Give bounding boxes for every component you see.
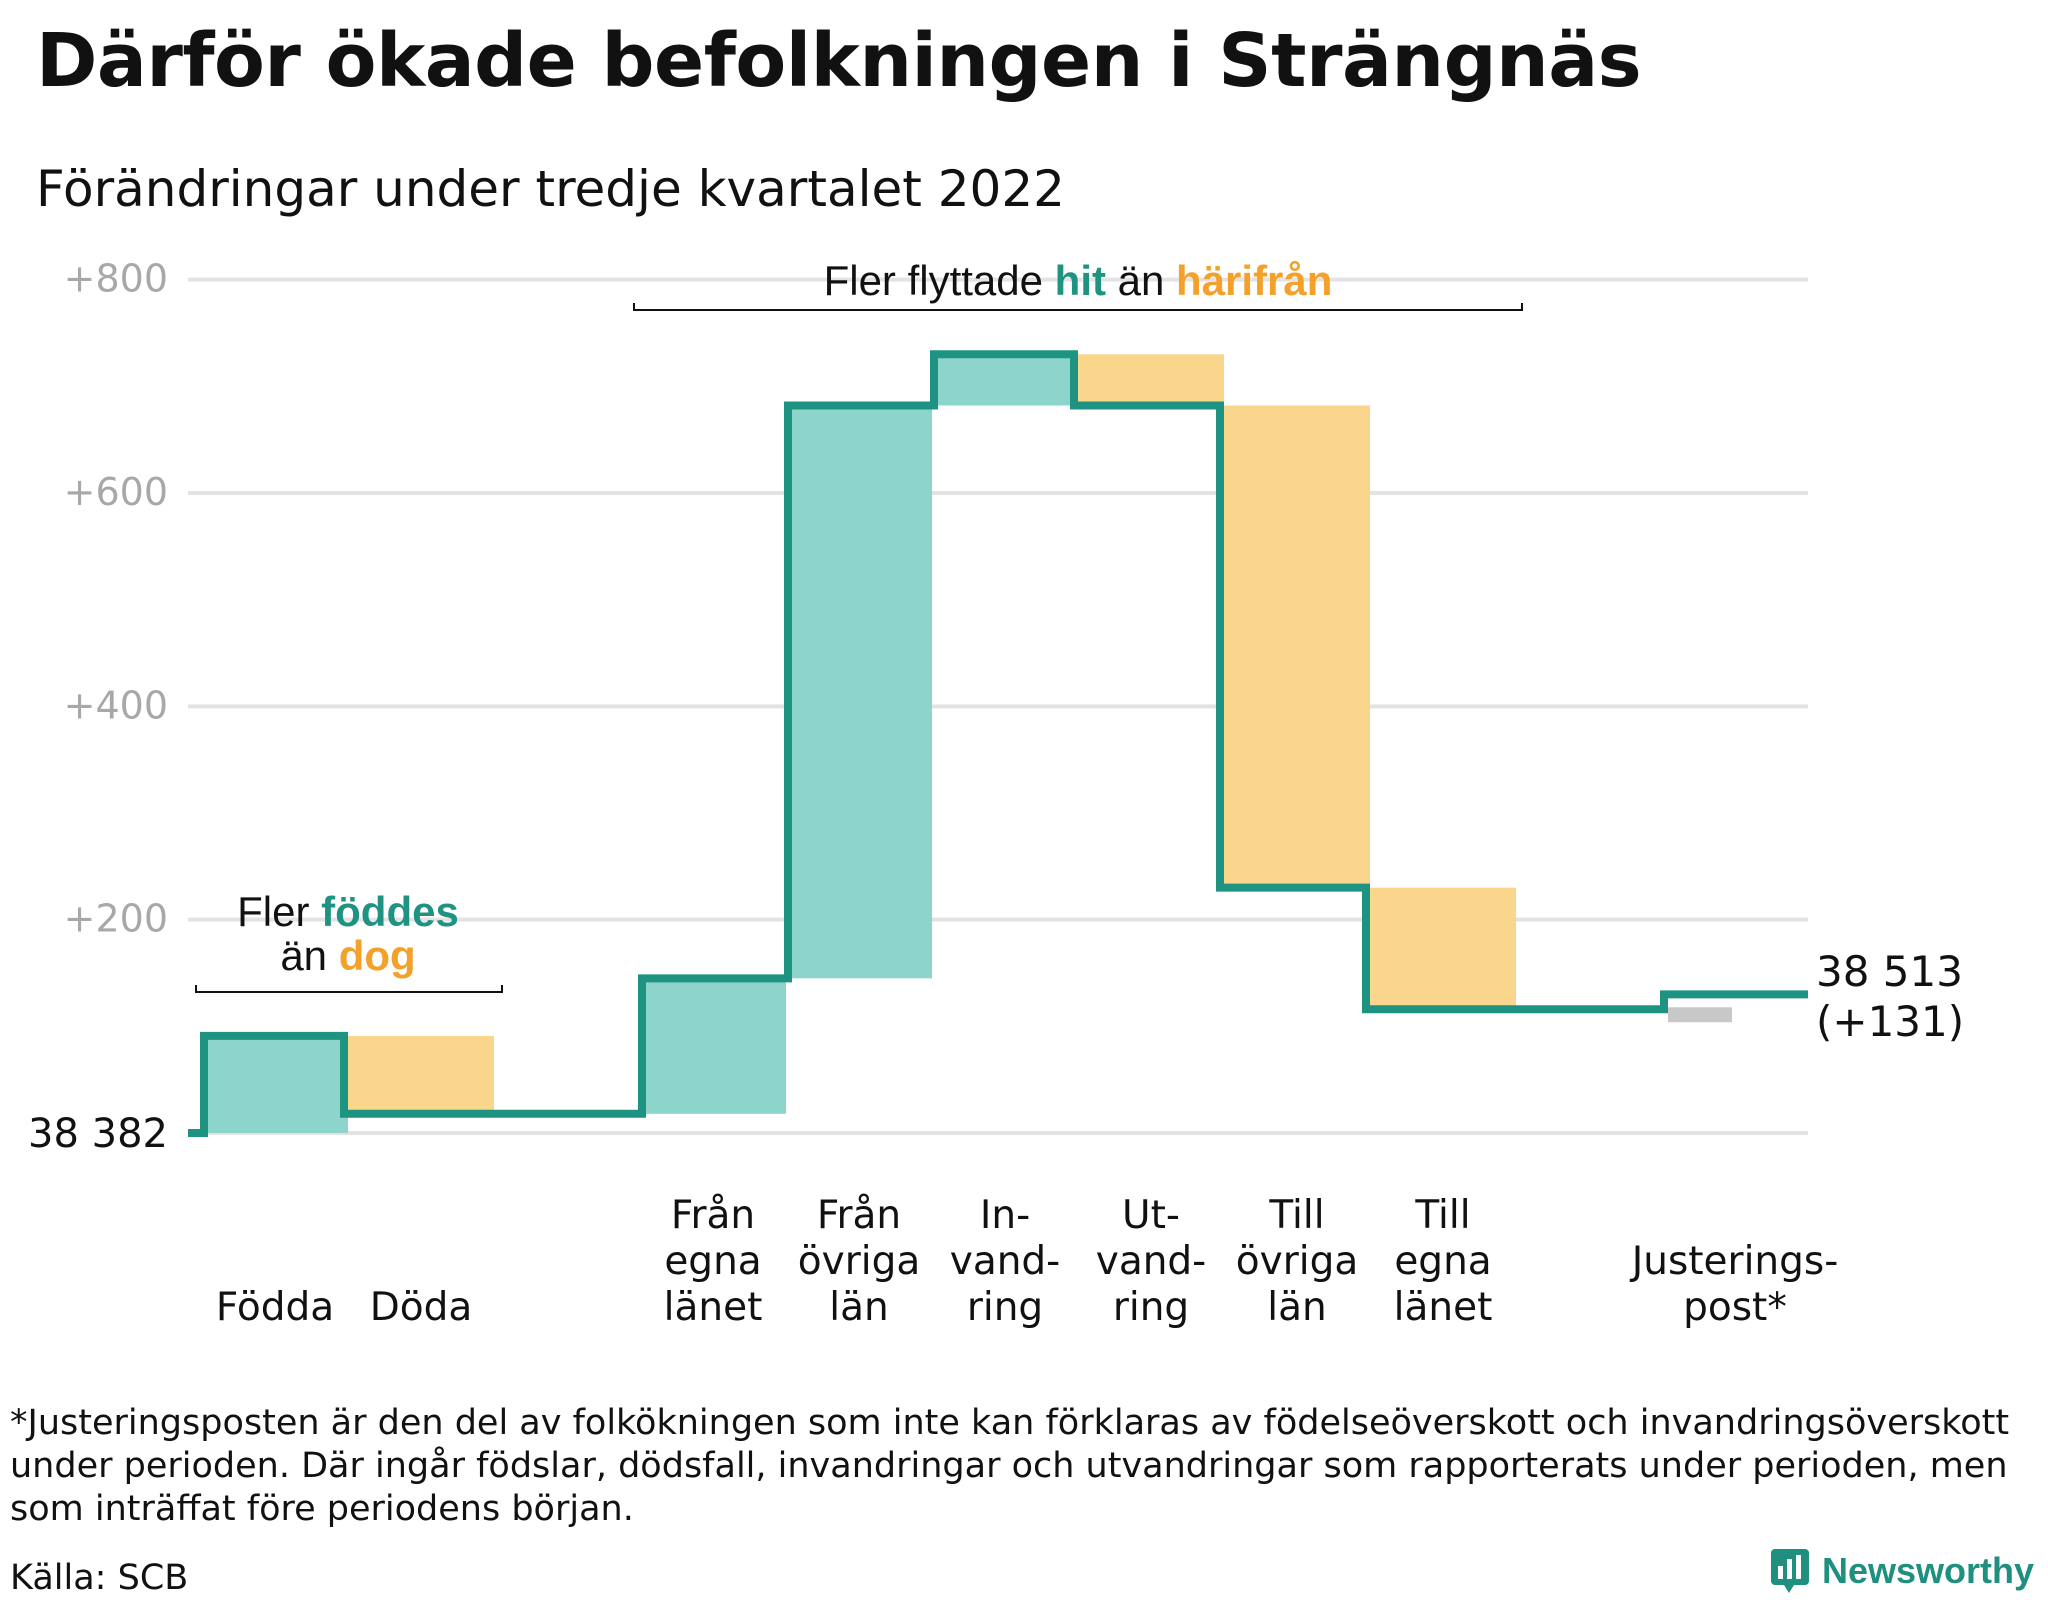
- bracket-births-deaths: [195, 985, 503, 993]
- annotation-deaths: än dog: [280, 932, 415, 979]
- x-tick-label: länet: [664, 1285, 763, 1330]
- x-tick-label: län: [829, 1285, 888, 1330]
- bar-in-vand-ring: [932, 354, 1078, 406]
- chart-logo-icon: [1771, 1549, 1809, 1593]
- x-tick-label: Från: [671, 1193, 755, 1238]
- x-tick-label: ring: [967, 1285, 1043, 1330]
- x-tick-label: övriga: [1236, 1239, 1358, 1284]
- x-tick-label: ring: [1113, 1285, 1189, 1330]
- x-tick-label: In-: [980, 1193, 1030, 1238]
- x-tick-label: Från: [817, 1193, 901, 1238]
- cumulative-step-line: [188, 350, 1808, 1137]
- y-axis-ticks: +200 +400 +600 +800: [64, 257, 168, 941]
- bar-justerings-post*: [1668, 1007, 1732, 1023]
- annotation-part: dog: [339, 932, 416, 979]
- x-tick-label: Till: [1268, 1193, 1324, 1238]
- start-value-label: 38 382: [28, 1111, 168, 1157]
- newsworthy-logo: Newsworthy: [1770, 1548, 2034, 1594]
- annotation-part: Fler: [237, 888, 321, 935]
- x-tick-label: Ut-: [1122, 1193, 1180, 1238]
- end-value-label: 38 513: [1816, 947, 1963, 996]
- bar-döda: [348, 1035, 494, 1114]
- annotation-part: Fler flyttade: [824, 257, 1055, 304]
- x-tick-label: län: [1267, 1285, 1326, 1330]
- x-tick-label: övriga: [798, 1239, 920, 1284]
- bar-ut-vand-ring: [1078, 354, 1224, 406]
- bar-tillegnalänet: [1370, 887, 1516, 1010]
- annotation-part: föddes: [321, 888, 459, 935]
- category-labels: Födda DödaFrånegnalänetFrånövrigalänIn-va…: [216, 1193, 1838, 1330]
- bars: [202, 354, 1732, 1133]
- y-tick-label: +400: [64, 683, 168, 727]
- annotation-part: härifrån: [1176, 257, 1332, 304]
- chart-title: Därför ökade befolkningen i Strängnäs: [36, 18, 1642, 104]
- x-tick-label: egna: [1394, 1239, 1491, 1284]
- brand-name: Newsworthy: [1822, 1550, 2035, 1591]
- y-tick-label: +600: [64, 470, 168, 514]
- annotation-part: hit: [1055, 257, 1106, 304]
- x-tick-label: egna: [664, 1239, 761, 1284]
- x-tick-label: Födda: [216, 1285, 334, 1330]
- x-tick-label: vand-: [950, 1239, 1061, 1284]
- annotation-part: än: [280, 932, 338, 979]
- x-tick-label: länet: [1394, 1285, 1493, 1330]
- annotation-births: Fler föddes: [237, 888, 459, 935]
- x-tick-label: vand-: [1096, 1239, 1207, 1284]
- bar-frånegnalänet: [640, 978, 786, 1114]
- y-tick-label: +800: [64, 257, 168, 301]
- gridlines: [188, 277, 1808, 1135]
- bar-tillövrigalän: [1224, 405, 1370, 888]
- x-tick-label: Döda: [370, 1285, 473, 1330]
- x-tick-label: Justerings-: [1629, 1239, 1839, 1284]
- bar-frånövrigalän: [786, 405, 932, 979]
- annotation-part: än: [1106, 257, 1176, 304]
- bar-födda: [202, 1035, 348, 1133]
- x-tick-label: Till: [1414, 1193, 1470, 1238]
- chart-subtitle: Förändringar under tredje kvartalet 2022: [36, 160, 1065, 218]
- x-tick-label: post*: [1683, 1285, 1787, 1330]
- footnote: *Justeringsposten är den del av folkökni…: [10, 1403, 2010, 1529]
- annotation-migration: Fler flyttade hit än härifrån: [824, 257, 1333, 304]
- value-labels: 38 382 38 513(+131): [28, 947, 1964, 1157]
- end-value-label: (+131): [1816, 997, 1964, 1046]
- source-credit: Källa: SCB: [10, 1558, 189, 1598]
- bracket-migration: [633, 303, 1523, 311]
- y-tick-label: +200: [64, 897, 168, 941]
